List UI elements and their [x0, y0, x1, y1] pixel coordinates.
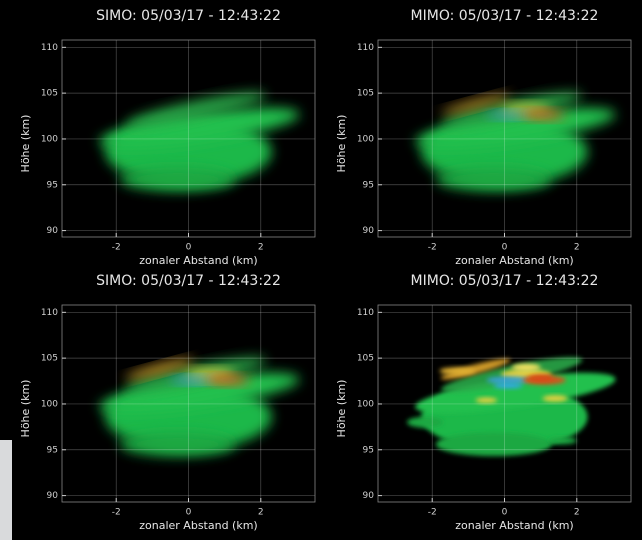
x-axis-label: zonaler Abstand (km) — [455, 254, 573, 267]
chart-title: SIMO: 05/03/17 - 12:43:22 — [96, 8, 281, 24]
y-tick-label: 100 — [357, 134, 374, 144]
y-tick-label: 110 — [357, 43, 374, 53]
background — [0, 0, 642, 540]
x-tick-label: 0 — [186, 508, 192, 518]
blob — [436, 167, 552, 191]
page-margin — [0, 440, 12, 540]
chart-title: MIMO: 05/03/17 - 12:43:22 — [411, 8, 599, 24]
y-tick-label: 110 — [41, 308, 58, 318]
chart-title: SIMO: 05/03/17 - 12:43:22 — [96, 273, 281, 289]
x-axis-label: zonaler Abstand (km) — [139, 254, 257, 267]
y-tick-label: 95 — [363, 445, 374, 455]
blob — [494, 383, 523, 388]
x-tick-label: 0 — [502, 508, 508, 518]
x-axis-label: zonaler Abstand (km) — [139, 519, 257, 532]
y-tick-label: 100 — [357, 399, 374, 409]
y-tick-label: 105 — [357, 89, 374, 99]
blob — [207, 376, 250, 385]
blob — [436, 432, 552, 456]
y-tick-label: 105 — [357, 354, 374, 364]
x-tick-label: 2 — [574, 243, 580, 253]
blob — [548, 437, 577, 444]
chart-title: MIMO: 05/03/17 - 12:43:22 — [411, 273, 599, 289]
x-tick-label: -2 — [112, 508, 121, 518]
y-axis-label: Höhe (km) — [19, 380, 32, 438]
x-tick-label: 2 — [258, 508, 264, 518]
blob — [528, 375, 553, 381]
y-axis-label: Höhe (km) — [335, 115, 348, 173]
y-tick-label: 90 — [363, 491, 375, 501]
y-tick-label: 95 — [363, 180, 374, 190]
y-axis-label: Höhe (km) — [335, 380, 348, 438]
x-tick-label: -2 — [428, 243, 437, 253]
y-tick-label: 110 — [41, 43, 58, 53]
y-tick-label: 100 — [41, 134, 58, 144]
y-tick-label: 95 — [47, 445, 58, 455]
x-tick-label: 2 — [574, 508, 580, 518]
y-tick-label: 105 — [41, 354, 58, 364]
figure: -2 0 2 90 95 100 105 110 SIMO: 05/03/17 - 12:43:… — [0, 0, 642, 540]
y-tick-label: 90 — [363, 226, 375, 236]
x-axis-label: zonaler Abstand (km) — [455, 519, 573, 532]
x-tick-label: 0 — [186, 243, 192, 253]
blob — [512, 364, 541, 371]
y-tick-label: 90 — [47, 226, 59, 236]
blob — [476, 398, 498, 403]
x-tick-label: 2 — [258, 243, 264, 253]
blob — [120, 167, 236, 191]
y-tick-label: 100 — [41, 399, 58, 409]
y-tick-label: 110 — [357, 308, 374, 318]
blob — [407, 417, 443, 428]
y-tick-label: 105 — [41, 89, 58, 99]
y-tick-label: 95 — [47, 180, 58, 190]
blob — [523, 111, 566, 120]
x-tick-label: -2 — [112, 243, 121, 253]
y-axis-label: Höhe (km) — [19, 115, 32, 173]
y-tick-label: 90 — [47, 491, 59, 501]
blob — [120, 432, 236, 456]
blob — [439, 367, 475, 374]
blob — [542, 395, 567, 401]
page: {"chart_data": [ {"type": "image", "titl… — [0, 0, 642, 540]
x-tick-label: -2 — [428, 508, 437, 518]
x-tick-label: 0 — [502, 243, 508, 253]
